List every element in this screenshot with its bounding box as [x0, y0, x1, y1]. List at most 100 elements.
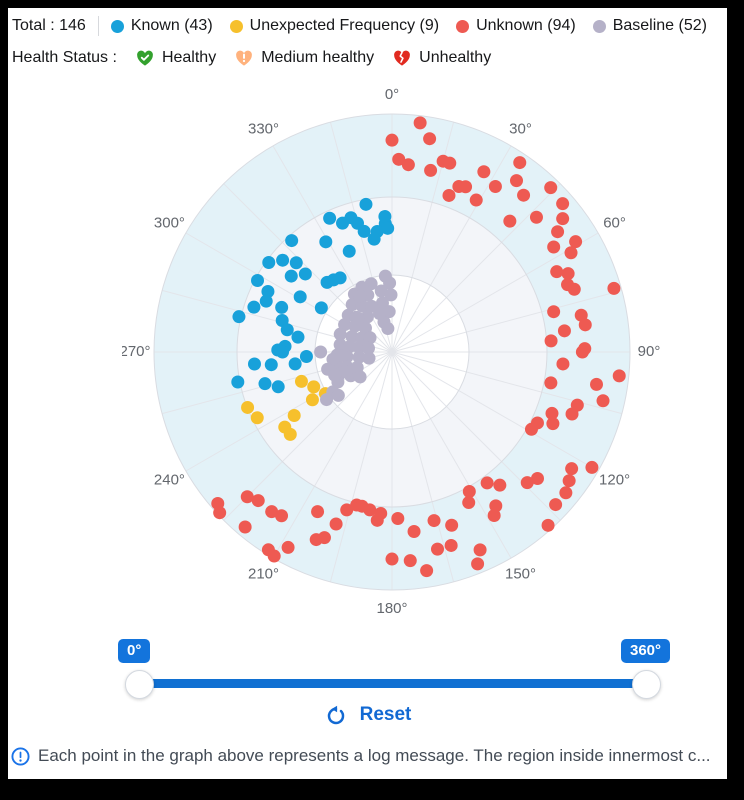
data-point-unknown[interactable] [238, 520, 252, 534]
data-point-known[interactable] [288, 357, 302, 371]
data-point-unknown[interactable] [473, 543, 487, 557]
data-point-unknown[interactable] [550, 265, 564, 279]
data-point-unknown[interactable] [251, 494, 265, 508]
data-point-unknown[interactable] [329, 517, 343, 531]
data-point-unknown[interactable] [562, 474, 576, 488]
data-point-unknown[interactable] [420, 564, 434, 578]
data-point-unknown[interactable] [423, 132, 437, 146]
data-point-baseline[interactable] [328, 368, 342, 382]
data-point-baseline[interactable] [355, 299, 369, 313]
data-point-known[interactable] [319, 235, 333, 249]
data-point-unknown[interactable] [559, 486, 573, 500]
data-point-known[interactable] [359, 197, 373, 211]
data-point-unknown[interactable] [444, 538, 458, 552]
data-point-baseline[interactable] [384, 288, 398, 302]
data-point-unknown[interactable] [517, 188, 531, 202]
data-point-unknown[interactable] [556, 357, 570, 371]
data-point-baseline[interactable] [351, 311, 365, 325]
data-point-known[interactable] [323, 211, 337, 225]
data-point-unknown[interactable] [363, 503, 377, 517]
data-point-baseline[interactable] [381, 322, 395, 336]
slider-handle-end[interactable] [632, 670, 661, 699]
data-point-unknown[interactable] [487, 508, 501, 522]
data-point-unknown[interactable] [551, 225, 565, 239]
data-point-unknown[interactable] [567, 282, 581, 296]
data-point-unknown[interactable] [544, 376, 558, 390]
data-point-unknown[interactable] [557, 324, 571, 338]
data-point-known[interactable] [342, 244, 356, 258]
data-point-unknown[interactable] [424, 163, 438, 177]
data-point-unknown[interactable] [545, 406, 559, 420]
legend-item-unexpected-frequency[interactable]: Unexpected Frequency (9) [229, 17, 439, 35]
data-point-known[interactable] [271, 380, 285, 394]
data-point-unknown[interactable] [311, 505, 325, 519]
data-point-unexpected-frequency[interactable] [294, 374, 308, 388]
data-point-baseline[interactable] [353, 289, 367, 303]
data-point-unknown[interactable] [544, 334, 558, 348]
data-point-known[interactable] [285, 234, 299, 248]
data-point-unexpected-frequency[interactable] [305, 393, 319, 407]
data-point-unknown[interactable] [281, 540, 295, 554]
data-point-known[interactable] [293, 290, 307, 304]
data-point-unknown[interactable] [443, 156, 457, 170]
data-point-unknown[interactable] [513, 156, 527, 170]
data-point-unknown[interactable] [267, 549, 281, 563]
data-point-known[interactable] [275, 300, 289, 314]
data-point-unknown[interactable] [590, 377, 604, 391]
data-point-baseline[interactable] [362, 351, 376, 365]
data-point-unknown[interactable] [459, 180, 473, 194]
data-point-unknown[interactable] [391, 511, 405, 525]
data-point-unknown[interactable] [544, 181, 558, 195]
data-point-unknown[interactable] [480, 476, 494, 490]
data-point-unknown[interactable] [556, 197, 570, 211]
data-point-baseline[interactable] [331, 388, 345, 402]
data-point-unknown[interactable] [547, 240, 561, 254]
data-point-baseline[interactable] [374, 284, 388, 298]
data-point-baseline[interactable] [345, 298, 359, 312]
data-point-unexpected-frequency[interactable] [283, 427, 297, 441]
data-point-unknown[interactable] [392, 152, 406, 166]
data-point-unknown[interactable] [471, 557, 485, 571]
data-point-known[interactable] [264, 358, 278, 372]
data-point-unknown[interactable] [462, 496, 476, 510]
data-point-known[interactable] [314, 301, 328, 315]
data-point-unexpected-frequency[interactable] [241, 400, 255, 414]
data-point-unknown[interactable] [561, 267, 575, 281]
data-point-baseline[interactable] [353, 370, 367, 384]
data-point-known[interactable] [262, 255, 276, 269]
data-point-baseline[interactable] [361, 341, 375, 355]
data-point-unknown[interactable] [317, 531, 331, 545]
legend-item-known[interactable]: Known (43) [110, 17, 213, 35]
data-point-baseline[interactable] [339, 365, 353, 379]
data-point-known[interactable] [367, 232, 381, 246]
data-point-known[interactable] [299, 349, 313, 363]
data-point-unknown[interactable] [565, 462, 579, 476]
legend-item-baseline[interactable]: Baseline (52) [592, 17, 707, 35]
slider-track[interactable] [138, 679, 646, 688]
data-point-known[interactable] [247, 357, 261, 371]
data-point-baseline[interactable] [363, 331, 377, 345]
data-point-unknown[interactable] [445, 518, 459, 532]
data-point-unknown[interactable] [578, 318, 592, 332]
data-point-unexpected-frequency[interactable] [307, 380, 321, 394]
data-point-unknown[interactable] [462, 484, 476, 498]
data-point-unknown[interactable] [413, 116, 427, 130]
data-point-unknown[interactable] [427, 514, 441, 528]
data-point-baseline[interactable] [320, 393, 334, 407]
data-point-baseline[interactable] [358, 321, 372, 335]
data-point-known[interactable] [298, 267, 312, 281]
data-point-unknown[interactable] [549, 498, 563, 512]
data-point-baseline[interactable] [382, 305, 396, 319]
data-point-unknown[interactable] [612, 369, 626, 383]
data-point-known[interactable] [336, 216, 350, 230]
data-point-unknown[interactable] [401, 158, 415, 172]
data-point-unknown[interactable] [529, 210, 543, 224]
data-point-unknown[interactable] [530, 471, 544, 485]
data-point-known[interactable] [378, 210, 392, 224]
data-point-unknown[interactable] [564, 246, 578, 260]
data-point-unknown[interactable] [340, 503, 354, 517]
data-point-unknown[interactable] [385, 133, 399, 147]
legend-item-unknown[interactable]: Unknown (94) [456, 17, 576, 35]
data-point-unknown[interactable] [385, 552, 399, 566]
data-point-unknown[interactable] [477, 165, 491, 179]
